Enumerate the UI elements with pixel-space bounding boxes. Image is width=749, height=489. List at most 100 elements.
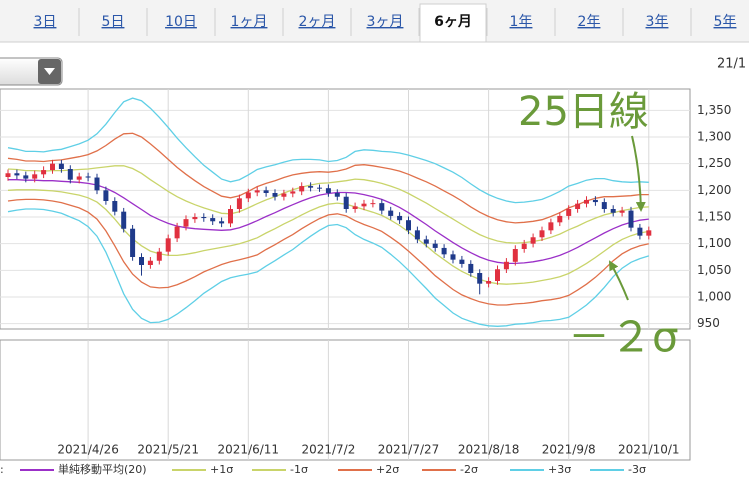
candle-body [352,206,358,209]
candle-body [397,215,403,221]
tab[interactable]: 10日 [165,14,197,30]
candle-body [281,193,287,197]
candle-body [236,198,242,209]
candle-body [414,230,420,240]
candle-body [58,163,64,169]
candle-body [85,176,91,178]
y-tick-label: 1,100 [697,236,731,250]
tab[interactable]: 1ヶ月 [231,14,268,30]
tab[interactable]: 1年 [510,14,533,30]
candle-body [512,249,518,262]
candle-body [361,203,367,207]
legend-label: 単純移動平均(20) [58,462,147,476]
x-tick-label: 2021/5/21 [137,443,199,457]
corner-label: 21/1 [717,57,746,72]
tab[interactable]: 2ヶ月 [299,14,336,30]
candle-body [575,203,581,209]
candle-body [156,251,162,261]
x-tick-label: 2021/6/11 [218,443,280,457]
y-tick-label: 1,000 [697,290,731,304]
candle-body [619,210,625,213]
candle-body [174,226,180,239]
tab[interactable]: 5日 [102,14,125,30]
tab[interactable]: 3年 [646,14,669,30]
legend-label: +3σ [548,463,571,476]
annotation-arrow [609,260,629,301]
candle-body [406,220,411,231]
candle-body [210,218,216,222]
candle-body [290,191,296,194]
x-tick-label: 2021/4/26 [57,443,119,457]
plot-group [5,97,652,327]
candle-body [334,193,340,197]
candle-body [41,170,47,175]
tab-bar [0,0,749,42]
tab[interactable]: 5年 [714,14,737,30]
x-tick-label: 2021/7/27 [378,443,440,457]
candle-body [423,239,429,244]
band-line [7,132,649,224]
x-tick-label: 2021/9/8 [542,443,596,457]
candle-body [610,209,616,213]
candle-body [219,221,225,224]
tab[interactable]: 3日 [34,14,57,30]
candle-body [584,199,589,204]
tab-selected-bg [419,3,487,43]
candle-body [601,202,607,209]
band-line [7,97,649,204]
candle-body [539,230,545,238]
annotation-arrow [631,135,646,212]
x-tick-label: 2021/10/1 [618,443,680,457]
y-tick-label: 1,150 [697,210,731,224]
tab[interactable]: 2年 [578,14,601,30]
y-tick-label: 1,300 [697,130,731,144]
annotation: －２σ [568,313,679,362]
x-tick-label: 2021/7/2 [301,443,355,457]
candle-body [566,209,572,216]
lower-panel [0,339,691,461]
y-tick-label: 1,250 [697,156,731,170]
candle-body [183,219,189,227]
y-tick-label: 950 [697,316,720,330]
candle-body [388,210,394,216]
candle-body [343,196,349,209]
candle-body [76,176,82,180]
candle-body [228,209,233,224]
candle-body [263,190,269,193]
candle-body [147,260,153,265]
candle-body [23,175,29,179]
candle-body [557,215,563,223]
candle-body [379,203,385,211]
candle-body [165,238,171,252]
legend-label: -3σ [628,463,646,476]
candle-body [103,190,109,201]
candle-body [628,210,634,228]
candle-body [477,273,483,284]
legend-label: -2σ [460,463,478,476]
candle-body [192,217,198,220]
band-line [7,198,649,306]
candle-body [530,237,536,244]
candle-body [299,186,305,192]
legend: 単純移動平均(20) +1σ -1σ +2σ -2σ +3σ -3σ [20,462,646,476]
candle-body [441,247,447,255]
y-tick-label: 1,350 [697,103,731,117]
candle-body [325,188,331,193]
candle-body [112,201,118,212]
legend-label: +1σ [210,463,233,476]
band-line [7,189,649,285]
candle-body [139,257,144,265]
candle-body [646,230,652,236]
candle-body [503,261,509,270]
tab[interactable]: 3ヶ月 [367,14,404,30]
candle-body [637,227,643,236]
candle-body [5,173,11,177]
band-line [7,208,649,327]
candle-body [521,243,527,249]
tab-selected[interactable]: 6ヶ月 [434,14,472,30]
dropdown-arrow [44,68,55,75]
y-tick-label: 1,200 [697,183,731,197]
candle-body [32,174,38,179]
candle-body [254,190,260,193]
candle-body [370,203,376,205]
